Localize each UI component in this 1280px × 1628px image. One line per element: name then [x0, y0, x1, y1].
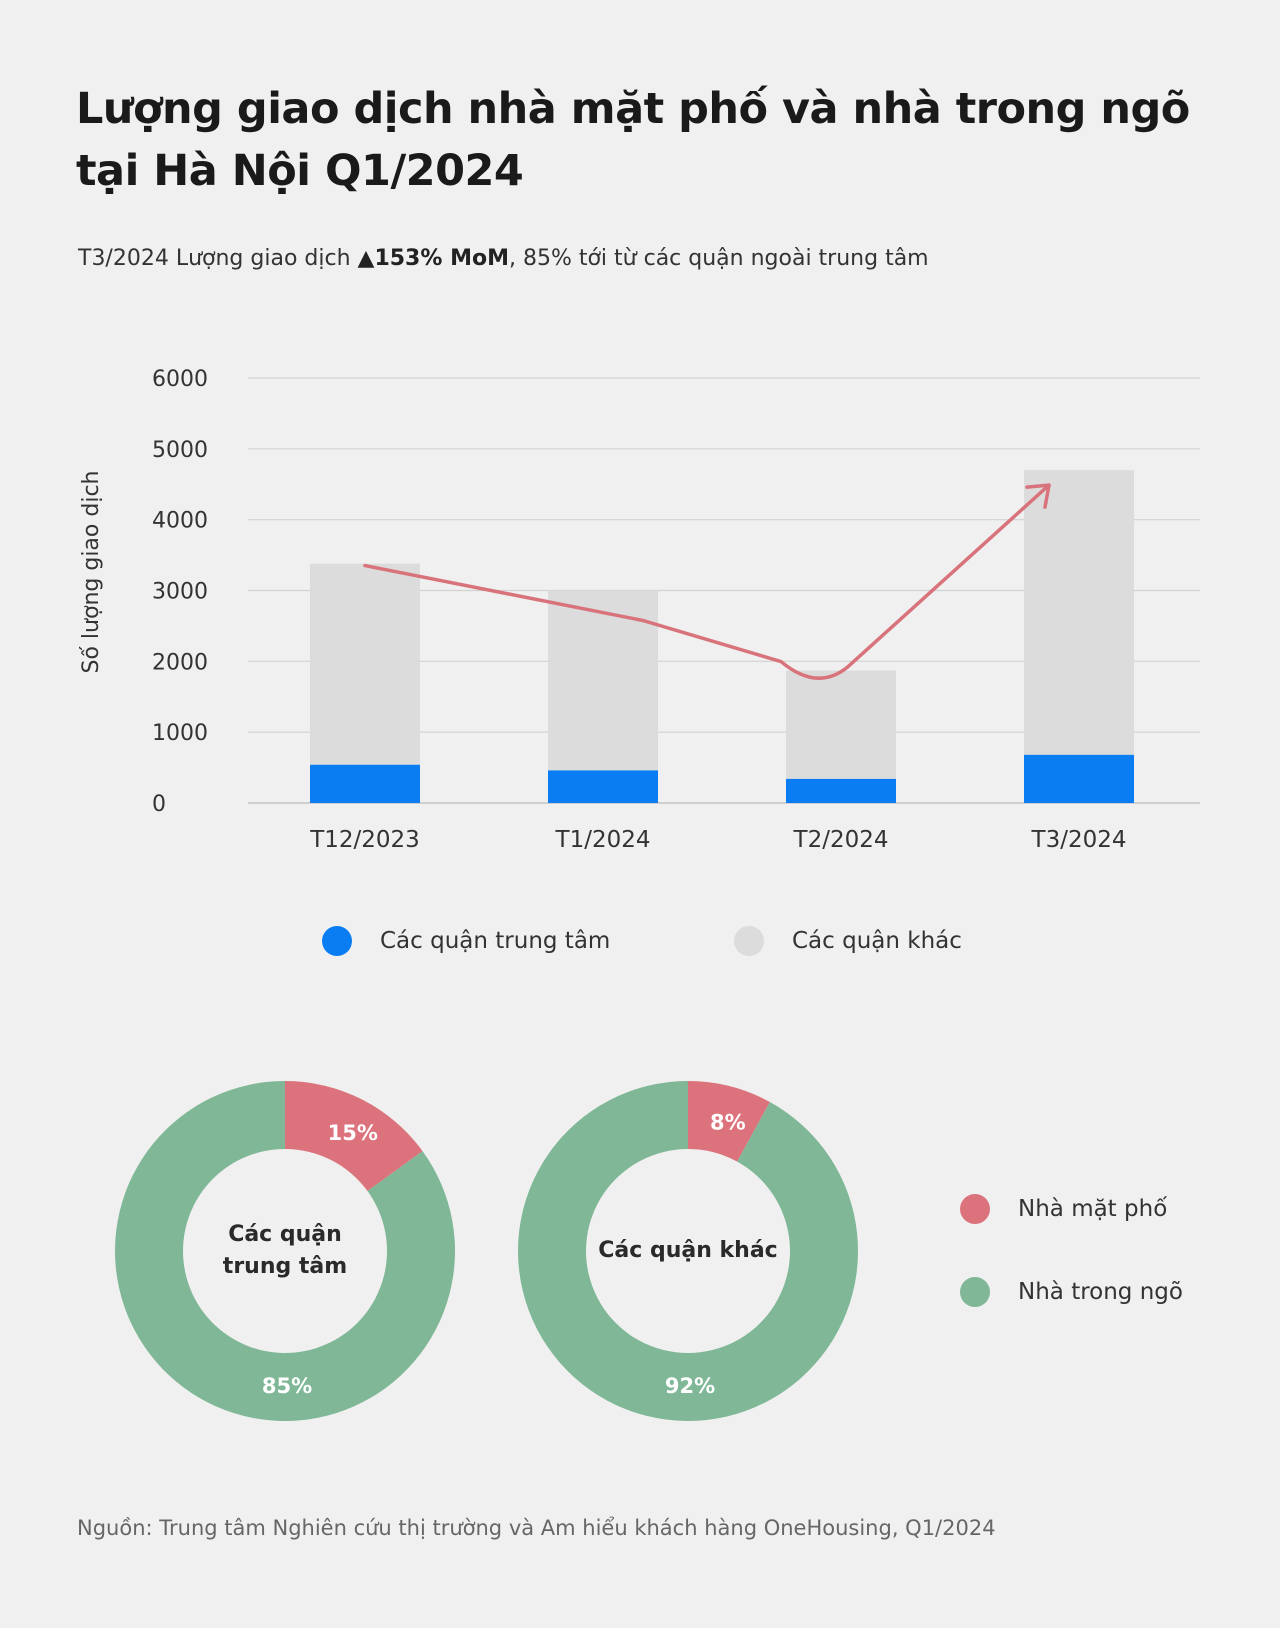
donut-value-label: 15% [328, 1121, 378, 1145]
trend-arrowhead-icon [1025, 483, 1051, 509]
donut-center-label: Các quận [228, 1222, 342, 1247]
chart-subtitle: T3/2024 Lượng giao dịch ▲153% MoM, 85% t… [78, 246, 929, 271]
x-tick-label: T1/2024 [555, 827, 651, 853]
y-axis-title: Số lượng giao dịch [79, 471, 104, 674]
bar-other-districts [786, 670, 896, 779]
legend-label-alley-house: Nhà trong ngõ [1018, 1279, 1183, 1305]
y-tick-label: 2000 [152, 650, 208, 675]
legend-item-central: Các quận trung tâm [322, 926, 610, 956]
legend-swatch-street-house [960, 1194, 990, 1224]
y-tick-label: 0 [152, 792, 166, 817]
legend-item-other: Các quận khác [734, 926, 962, 956]
bar-other-districts [1024, 470, 1134, 755]
legend-label-other: Các quận khác [792, 928, 962, 954]
donut-value-label: 8% [710, 1110, 746, 1134]
legend-swatch-alley-house [960, 1277, 990, 1307]
y-tick-label: 5000 [152, 438, 208, 463]
subtitle-up-arrow-icon: ▲ [357, 246, 375, 271]
y-tick-label: 6000 [152, 367, 208, 392]
donut-center-label: trung tâm [223, 1254, 347, 1279]
bar-central-districts [1024, 754, 1134, 803]
x-tick-label: T3/2024 [1031, 827, 1127, 853]
donut-center-label: Các quận khác [598, 1238, 777, 1263]
y-tick-label: 4000 [152, 509, 208, 534]
subtitle-highlight: 153% MoM [374, 246, 509, 271]
donut-value-label: 92% [665, 1374, 715, 1398]
donut-slice-street-house [688, 1081, 770, 1162]
donut-slice-alley-house [115, 1081, 455, 1421]
bar-central-districts [786, 778, 896, 803]
subtitle-suffix: , 85% tới từ các quận ngoài trung tâm [508, 246, 929, 271]
bar-other-districts [548, 590, 658, 771]
legend-label-central: Các quận trung tâm [380, 928, 611, 954]
source-note: Nguồn: Trung tâm Nghiên cứu thị trường v… [77, 1516, 996, 1540]
y-tick-label: 3000 [152, 580, 208, 605]
bar-other-districts [310, 563, 420, 765]
bar-central-districts [548, 770, 658, 803]
legend-swatch-central [322, 926, 352, 956]
donut-slice-alley-house [518, 1081, 859, 1422]
legend-label-street-house: Nhà mặt phố [1018, 1196, 1168, 1222]
legend-item-street-house: Nhà mặt phố [960, 1194, 1167, 1224]
chart-title: Lượng giao dịch nhà mặt phố và nhà trong… [76, 84, 1190, 196]
legend-item-alley-house: Nhà trong ngõ [960, 1277, 1183, 1307]
bar-central-districts [310, 764, 420, 803]
x-tick-label: T12/2023 [309, 827, 420, 853]
x-tick-label: T2/2024 [793, 827, 889, 853]
y-tick-label: 1000 [152, 721, 208, 746]
donut-slice-street-house [285, 1081, 423, 1192]
trend-line [363, 483, 1051, 680]
subtitle-prefix: T3/2024 Lượng giao dịch [78, 246, 358, 271]
legend-swatch-other [734, 926, 764, 956]
donut-value-label: 85% [262, 1374, 312, 1398]
